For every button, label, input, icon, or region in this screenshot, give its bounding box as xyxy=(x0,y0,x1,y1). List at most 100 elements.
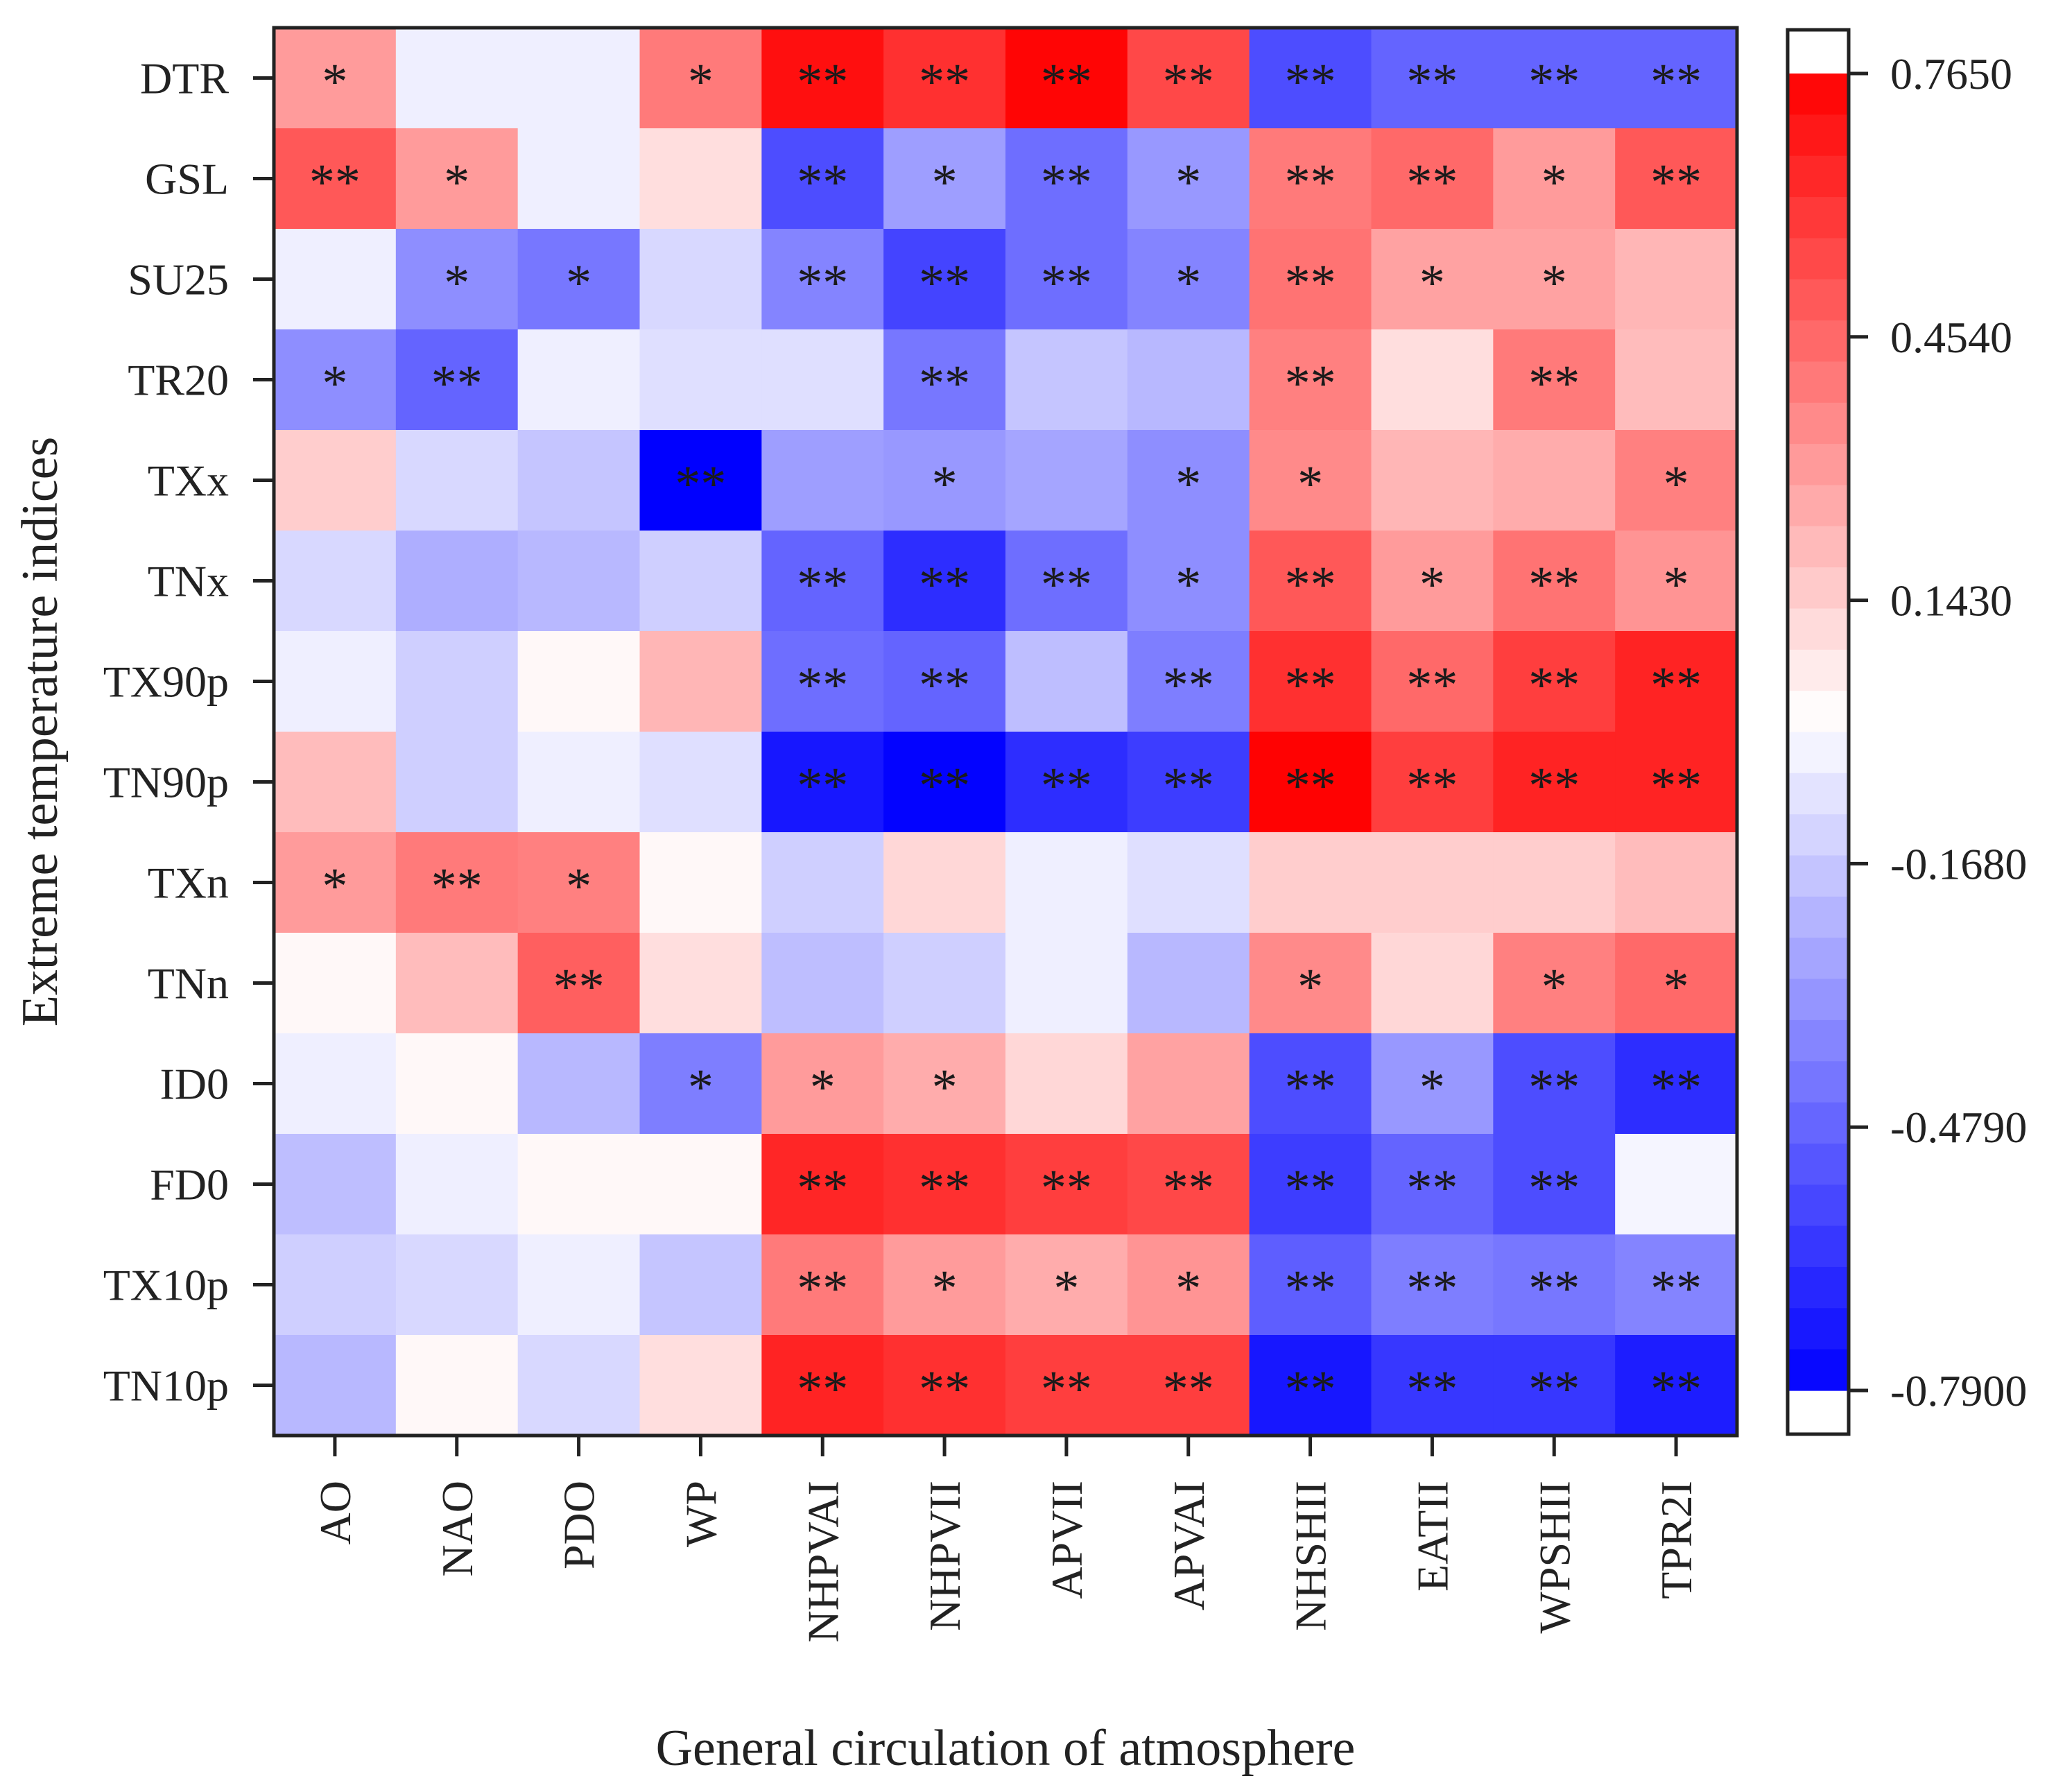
heatmap-cells xyxy=(274,28,1738,1436)
heatmap-cell xyxy=(639,732,762,833)
heatmap-cell xyxy=(1371,1335,1494,1436)
significance-marker: ** xyxy=(1285,1060,1336,1117)
heatmap-cell xyxy=(1249,531,1372,632)
heatmap-cell xyxy=(1371,933,1494,1034)
significance-marker: * xyxy=(932,456,958,513)
heatmap-cell xyxy=(1249,1234,1372,1336)
y-tick-label: TX90p xyxy=(103,657,229,707)
heatmap-cell xyxy=(639,28,762,129)
significance-marker: * xyxy=(322,859,347,915)
significance-marker: * xyxy=(1664,557,1689,614)
heatmap-cell xyxy=(1493,229,1616,330)
significance-marker: ** xyxy=(1528,657,1580,714)
heatmap-cell xyxy=(639,1134,762,1235)
significance-marker: * xyxy=(322,356,347,413)
significance-marker: ** xyxy=(1528,1361,1580,1418)
heatmap-cell xyxy=(1493,430,1616,531)
significance-marker: * xyxy=(566,859,591,915)
heatmap-cell xyxy=(1493,832,1616,933)
colorbar-segment xyxy=(1788,197,1849,239)
heatmap-cell xyxy=(517,1134,641,1235)
heatmap-cell xyxy=(1371,531,1494,632)
heatmap-cell xyxy=(1127,430,1250,531)
heatmap-cell xyxy=(517,1234,641,1336)
heatmap-cell xyxy=(274,1335,397,1436)
heatmap-cell xyxy=(1249,1335,1372,1436)
y-tick-label: ID0 xyxy=(159,1060,229,1109)
significance-marker: ** xyxy=(1528,758,1580,815)
significance-marker: ** xyxy=(797,1261,848,1318)
heatmap-cell xyxy=(1371,329,1494,431)
heatmap-cell xyxy=(1493,329,1616,431)
significance-marker: * xyxy=(1297,456,1323,513)
heatmap-cell xyxy=(1615,229,1738,330)
y-tick-label: TN10p xyxy=(103,1361,229,1411)
significance-marker: ** xyxy=(1406,155,1458,212)
colorbar-segment xyxy=(1788,1143,1849,1185)
y-tick-label: DTR xyxy=(140,54,229,103)
significance-marker: ** xyxy=(1650,1060,1702,1117)
heatmap-cell xyxy=(1615,128,1738,230)
colorbar-segment xyxy=(1788,855,1849,897)
significance-marker: * xyxy=(932,155,958,212)
heatmap-cell xyxy=(1127,1134,1250,1235)
x-tick-label: PDO xyxy=(555,1481,604,1569)
significance-marker: ** xyxy=(675,456,726,513)
heatmap-cell xyxy=(761,1234,884,1336)
significance-marker: ** xyxy=(1406,758,1458,815)
heatmap-cell xyxy=(639,832,762,933)
colorbar-segment xyxy=(1788,526,1849,568)
significance-marker: * xyxy=(1541,959,1567,1016)
colorbar: 0.7650 0.4540 0.1430 -0.1680 -0.4790 -0.7900 xyxy=(1786,28,2027,1436)
x-tick-label: NHSHII xyxy=(1286,1481,1336,1631)
heatmap-cell xyxy=(1249,128,1372,230)
colorbar-segment xyxy=(1788,238,1849,280)
colorbar-frame xyxy=(1786,28,1851,1436)
heatmap-cell xyxy=(761,430,884,531)
significance-marker: * xyxy=(810,1060,836,1117)
heatmap-cell xyxy=(883,531,1006,632)
significance-marker: ** xyxy=(1041,758,1092,815)
heatmap-cell xyxy=(1493,128,1616,230)
significance-marker: ** xyxy=(1650,155,1702,212)
heatmap-cell xyxy=(1005,1335,1128,1436)
x-tick-label: WPSHII xyxy=(1530,1481,1579,1633)
heatmap-cell xyxy=(1005,1033,1128,1135)
significance-marker: ** xyxy=(1285,1160,1336,1217)
significance-marker: ** xyxy=(1406,1361,1458,1418)
heatmap-cell xyxy=(1493,1134,1616,1235)
significance-marker: ** xyxy=(919,758,970,815)
heatmap-cell xyxy=(1127,631,1250,732)
colorbar-segment xyxy=(1788,1225,1849,1268)
colorbar-segment xyxy=(1788,155,1849,198)
significance-marker: ** xyxy=(919,356,970,413)
heatmap-cell xyxy=(517,531,641,632)
heatmap-cell xyxy=(1371,1033,1494,1135)
significance-marker: ** xyxy=(1650,54,1702,111)
heatmap-cell xyxy=(1005,1134,1128,1235)
significance-marker: ** xyxy=(797,54,848,111)
x-tick-label: WP xyxy=(676,1481,725,1547)
heatmap-cell xyxy=(883,229,1006,330)
heatmap-cell xyxy=(761,631,884,732)
heatmap-cell xyxy=(1249,329,1372,431)
heatmap-cell xyxy=(1249,28,1372,129)
heatmap-cell xyxy=(1493,732,1616,833)
significance-marker: ** xyxy=(797,1160,848,1217)
y-tick-label: TX10p xyxy=(103,1261,229,1310)
significance-marker: ** xyxy=(1041,557,1092,614)
significance-marker: * xyxy=(1664,456,1689,513)
heatmap-cell xyxy=(1005,128,1128,230)
x-tick-label: NHPVAI xyxy=(798,1481,847,1643)
heatmap-cell xyxy=(1127,329,1250,431)
heatmap-cell xyxy=(1005,832,1128,933)
heatmap-cell xyxy=(883,28,1006,129)
significance-marker: ** xyxy=(1285,54,1336,111)
heatmap-cell xyxy=(1493,1234,1616,1336)
heatmap-cell xyxy=(1493,531,1616,632)
heatmap-cell xyxy=(1127,128,1250,230)
heatmap-cell xyxy=(1371,430,1494,531)
heatmap-cell xyxy=(883,1033,1006,1135)
significance-marker: ** xyxy=(1528,557,1580,614)
heatmap-cell xyxy=(639,1335,762,1436)
